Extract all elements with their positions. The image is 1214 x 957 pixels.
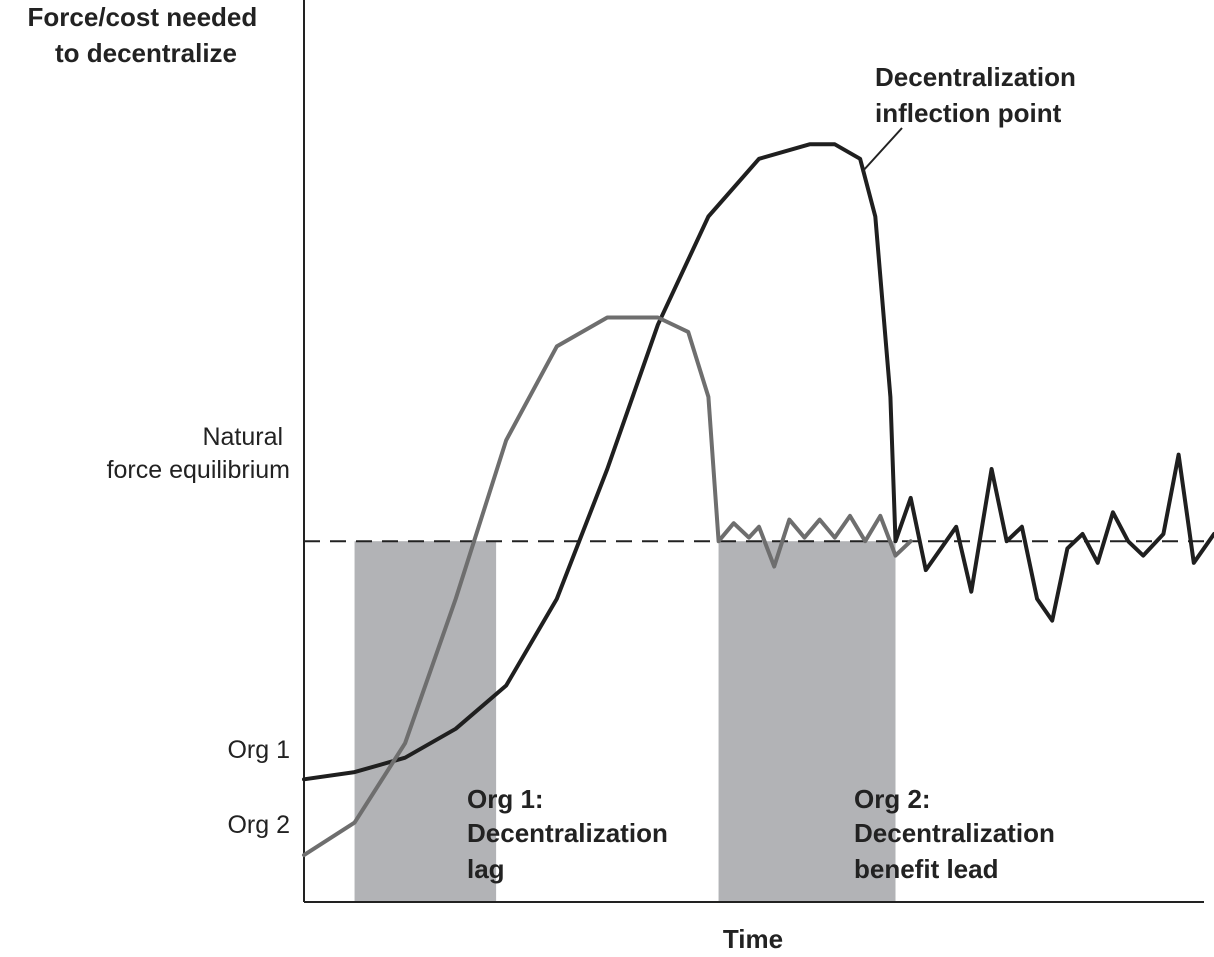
equilibrium-label: Natural force equilibrium: [107, 423, 290, 484]
x-axis-label: Time: [723, 924, 783, 954]
org1-region-annotation-line-1: Org 1:: [467, 784, 544, 814]
y-tick-label-org1: Org 1: [227, 736, 290, 764]
y-tick-label-org2: Org 2: [227, 811, 290, 839]
org2-region-annotation-line-2: Decentralization: [854, 818, 1055, 848]
shaded-region-1: [354, 541, 497, 902]
org2-region-annotation: Org 2: Decentralization benefit lead: [854, 784, 1062, 884]
series-group: [302, 142, 1214, 858]
inflection-leader-line: [861, 127, 903, 173]
y-axis-label: Force/cost needed to decentralize: [28, 2, 265, 68]
equilibrium-label-line-2: force equilibrium: [107, 456, 290, 484]
series-line-org1: [302, 142, 1214, 782]
equilibrium-label-line-1: Natural: [202, 423, 283, 451]
inflection-annotation-line-2: inflection point: [875, 98, 1062, 128]
org2-region-annotation-line-3: benefit lead: [854, 854, 998, 884]
shaded-region-2: [718, 541, 896, 902]
y-axis-label-line-2: to decentralize: [55, 38, 237, 68]
series-line-org2: [302, 315, 913, 858]
inflection-annotation-line-1: Decentralization: [875, 62, 1076, 92]
org1-region-annotation-line-3: lag: [467, 854, 505, 884]
inflection-annotation: Decentralization inflection point: [875, 62, 1083, 128]
org1-region-annotation: Org 1: Decentralization lag: [467, 784, 675, 884]
org2-region-annotation-line-1: Org 2:: [854, 784, 931, 814]
y-axis-label-line-1: Force/cost needed: [28, 2, 258, 32]
shaded-regions: [354, 541, 896, 902]
org1-region-annotation-line-2: Decentralization: [467, 818, 668, 848]
